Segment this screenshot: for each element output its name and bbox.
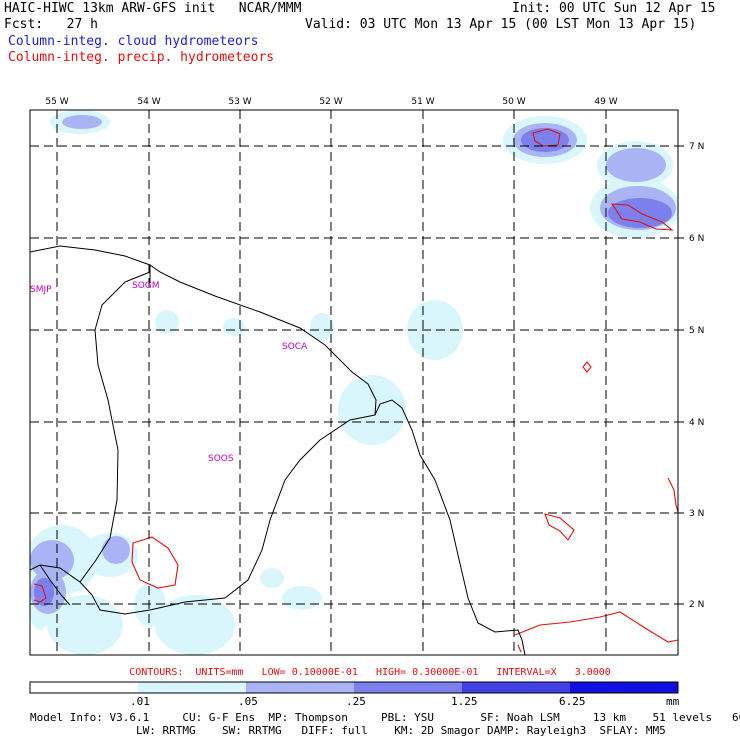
lat-label: 4 N [689, 418, 704, 428]
lon-label: 52 W [319, 97, 342, 107]
station-label-smjp: SMJP [30, 285, 52, 295]
model-info-line2: LW: RRTMG SW: RRTMG DIFF: full KM: 2D Sm… [30, 724, 666, 737]
lon-label: 55 W [45, 97, 68, 107]
station-label-sogm: SOGM [132, 281, 160, 291]
valid-time: Valid: 03 UTC Mon 13 Apr 15 (00 LST Mon … [305, 17, 697, 32]
colorbar-label: .01 [130, 695, 150, 708]
lat-label: 5 N [689, 326, 704, 336]
lat-label: 7 N [689, 142, 704, 152]
colorbar-label: .25 [346, 695, 366, 708]
station-label-soca: SOCA [282, 342, 308, 352]
colorbar-label: 1.25 [451, 695, 478, 708]
lon-label: 50 W [502, 97, 525, 107]
station-label-soos: SOOS [208, 454, 234, 464]
contour-info: CONTOURS: UNITS=mm LOW= 0.10000E-01 HIGH… [129, 667, 611, 678]
coastlines [30, 245, 526, 655]
map-frame [29, 109, 679, 656]
cloud-fields [30, 110, 678, 655]
forecast-hour: Fcst: 27 h [4, 17, 98, 32]
colorbar-unit: mm [666, 695, 680, 708]
precip-contours [33, 128, 678, 653]
lon-label: 49 W [594, 97, 617, 107]
lon-label: 54 W [137, 97, 160, 107]
map-title: HAIC-HIWC 13km ARW-GFS init NCAR/MMM [4, 1, 302, 16]
colorbar-label: .05 [238, 695, 258, 708]
colorbar [29, 681, 679, 694]
lat-lon-grid [30, 110, 678, 655]
legend-cloud: Column-integ. cloud hydrometeors [8, 34, 259, 49]
lat-label: 3 N [689, 509, 704, 519]
lon-label: 53 W [228, 97, 251, 107]
colorbar-label: 6.25 [559, 695, 586, 708]
lat-label: 2 N [689, 600, 704, 610]
lat-label: 6 N [689, 234, 704, 244]
lon-label: 51 W [411, 97, 434, 107]
model-info-line1: Model Info: V3.6.1 CU: G-F Ens MP: Thomp… [30, 711, 740, 724]
init-time: Init: 00 UTC Sun 12 Apr 15 [512, 1, 716, 16]
legend-precip: Column-integ. precip. hydrometeors [8, 50, 275, 65]
